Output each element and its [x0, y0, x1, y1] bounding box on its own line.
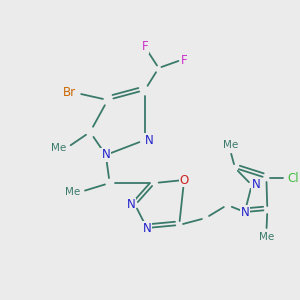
Text: F: F	[181, 53, 188, 67]
Text: Me: Me	[65, 187, 80, 197]
Text: Br: Br	[63, 86, 76, 100]
Text: F: F	[142, 40, 148, 53]
Text: O: O	[179, 173, 189, 187]
Text: N: N	[145, 134, 154, 146]
Text: Me: Me	[223, 140, 238, 150]
Text: N: N	[142, 221, 151, 235]
Text: N: N	[252, 178, 260, 191]
Text: N: N	[101, 148, 110, 161]
Text: N: N	[241, 206, 249, 218]
Text: Me: Me	[259, 232, 274, 242]
Text: Cl: Cl	[287, 172, 298, 184]
Text: Me: Me	[51, 143, 67, 153]
Text: N: N	[126, 199, 135, 212]
